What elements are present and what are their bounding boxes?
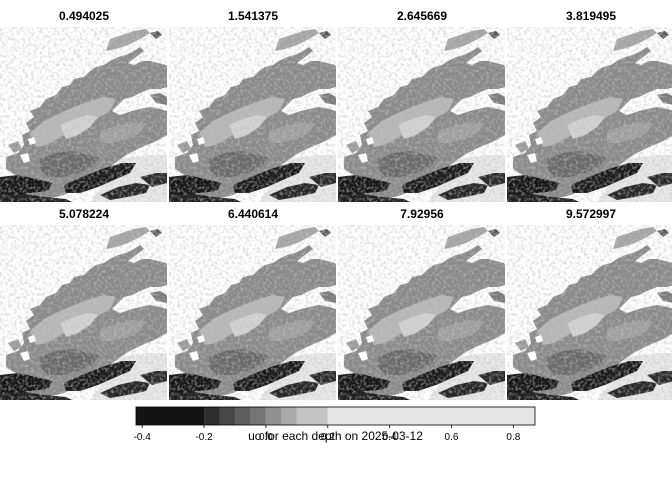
panel-title: 3.819495 [566, 9, 616, 23]
colorbar-level [219, 407, 235, 425]
panel-title: 1.541375 [228, 9, 278, 23]
panel-title: 5.078224 [59, 207, 109, 221]
colorbar-level [136, 407, 205, 425]
map-panel [0, 27, 167, 202]
map-panel [507, 27, 672, 202]
current-field-map [0, 27, 167, 202]
colorbar-tick-label: 0.8 [506, 432, 520, 443]
colorbar-title: uo for each depth on 2025-03-12 [248, 429, 423, 443]
colorbar-level [204, 407, 220, 425]
panel-title: 2.645669 [397, 9, 447, 23]
colorbar-tick-label: -0.2 [195, 432, 213, 443]
map-panel [338, 27, 505, 202]
current-field-map [338, 225, 505, 400]
map-panel [507, 225, 672, 400]
current-field-map [169, 27, 336, 202]
colorbar-tick-label: 0.4 [383, 432, 397, 443]
current-field-map [338, 27, 505, 202]
colorbar-level [234, 407, 251, 425]
map-panel [0, 225, 167, 400]
map-panel [169, 27, 336, 202]
current-field-map [507, 27, 672, 202]
map-panel [338, 225, 505, 400]
colorbar-level [281, 407, 297, 425]
colorbar-level [250, 407, 266, 425]
colorbar-tick-label: -0.4 [134, 432, 152, 443]
panel-title: 7.92956 [400, 207, 444, 221]
colorbar-tick-label: 0.6 [445, 432, 459, 443]
panel-title: 0.494025 [59, 9, 109, 23]
colorbar-frame [135, 406, 536, 426]
panel-grid: 0.494025 1.541375 2.645669 3.819495 5.078224… [0, 9, 672, 400]
colorbar-tick-label: 0.0 [259, 432, 273, 443]
colorbar: -0.4 -0.2 0.0 0.2 0.4 0.6 0.8 uo for each depth… [134, 406, 536, 443]
panel-title: 9.572997 [566, 207, 616, 221]
current-field-map [0, 225, 167, 400]
colorbar-tick-label: 0.2 [321, 432, 335, 443]
colorbar-level [265, 407, 282, 425]
current-field-map [507, 225, 672, 400]
colorbar-level [327, 407, 535, 425]
colorbar-level [296, 407, 328, 425]
panel-title: 6.440614 [228, 207, 278, 221]
map-panel [169, 225, 336, 400]
current-field-map [169, 225, 336, 400]
